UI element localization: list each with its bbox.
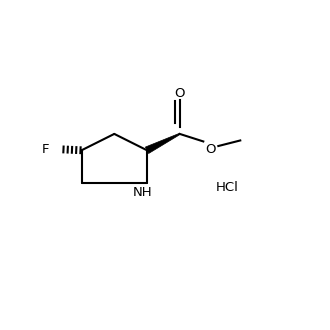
Text: NH: NH — [132, 186, 152, 199]
Text: O: O — [175, 87, 185, 100]
Polygon shape — [146, 133, 180, 153]
Text: F: F — [42, 143, 49, 156]
Text: O: O — [206, 143, 216, 156]
Text: HCl: HCl — [216, 182, 239, 194]
